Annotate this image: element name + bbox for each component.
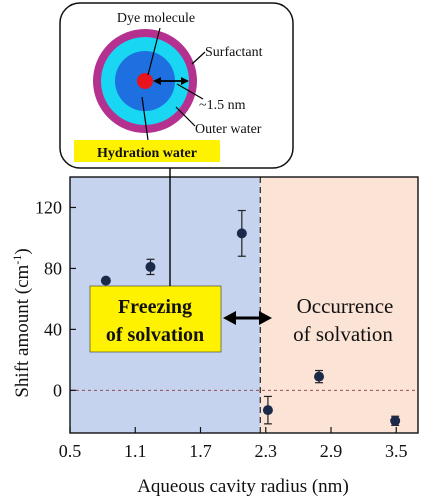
x-tick-label: 3.5 — [385, 441, 408, 461]
axis-ticks: 0.5 1.1 1.7 2.3 2.9 3.5 0 40 80 120 — [35, 197, 408, 461]
dye-pointer — [147, 27, 161, 76]
occurrence-annotation-line2: of solvation — [293, 322, 393, 346]
y-axis-label-main: Shift amount (cm — [12, 264, 33, 397]
data-point — [314, 371, 325, 382]
freezing-annotation-line1: Freezing — [118, 296, 192, 318]
data-points — [100, 209, 401, 426]
freezing-annotation-line2: of solvation — [106, 324, 204, 346]
hydration-water-label: Hydration water — [97, 146, 197, 161]
y-axis-label-close: ) — [12, 248, 33, 254]
x-axis-label: Aqueous cavity radius (nm) — [137, 476, 349, 497]
size-arrow-right-head — [181, 77, 189, 85]
y-tick-label: 40 — [44, 319, 62, 339]
x-tick-label: 2.9 — [320, 441, 343, 461]
outer-water-pointer — [175, 106, 196, 127]
data-point — [262, 405, 273, 416]
x-tick-label: 1.7 — [189, 441, 212, 461]
inset-diagram: Dye molecule Surfactant ~1.5 nm Outer wa… — [59, 2, 294, 169]
double-arrow — [223, 311, 272, 325]
size-pointer — [176, 83, 204, 100]
y-axis-label: Shift amount (cm-1) — [10, 248, 33, 397]
occurrence-annotation-line1: Occurrence — [297, 294, 394, 318]
dye-molecule — [137, 73, 153, 89]
data-point — [390, 415, 401, 426]
surfactant-label: Surfactant — [205, 45, 263, 60]
x-tick-label: 0.5 — [59, 441, 82, 461]
y-axis-label-superscript: -1 — [10, 255, 24, 265]
data-point — [145, 261, 156, 272]
y-tick-label: 0 — [53, 380, 62, 400]
dye-molecule-label: Dye molecule — [117, 11, 195, 26]
hydration-water-label-highlight — [74, 140, 220, 162]
x-tick-label: 1.1 — [124, 441, 147, 461]
x-tick-label: 2.3 — [255, 441, 278, 461]
plot-frame — [69, 176, 419, 434]
size-label: ~1.5 nm — [199, 98, 246, 113]
y-tick-label: 80 — [44, 258, 62, 278]
freezing-annotation-box — [89, 285, 222, 353]
data-point — [100, 275, 111, 286]
hydration-water-pointer — [141, 96, 149, 141]
size-arrow-left-head — [153, 77, 161, 85]
outer-water-label: Outer water — [195, 122, 262, 137]
data-point — [236, 228, 247, 239]
y-tick-label: 120 — [35, 197, 62, 217]
surfactant-pointer — [191, 51, 206, 65]
